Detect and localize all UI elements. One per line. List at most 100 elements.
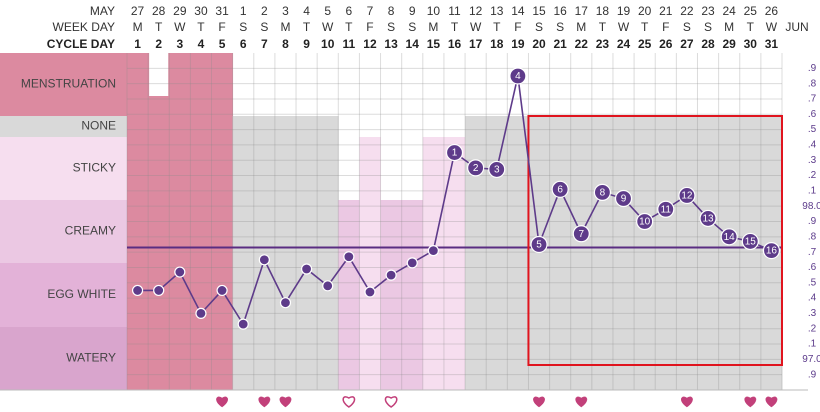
cycle-day-label: 26 bbox=[659, 37, 673, 51]
date-label: 15 bbox=[532, 4, 546, 18]
intercourse-heart bbox=[575, 396, 588, 408]
temperature-point bbox=[258, 254, 270, 266]
point-label: 2 bbox=[473, 163, 479, 174]
fluid-column bbox=[676, 116, 698, 390]
fluid-column bbox=[591, 116, 614, 390]
fluid-row-label: STICKY bbox=[73, 161, 116, 175]
point-label: 7 bbox=[578, 229, 584, 240]
cycle-day-row-label: CYCLE DAY bbox=[47, 37, 115, 51]
y-tick-label: 98.0 bbox=[802, 201, 820, 212]
fluid-row-box bbox=[0, 137, 127, 200]
weekday-label: S bbox=[535, 20, 543, 34]
fluid-column bbox=[253, 116, 276, 390]
weekday-label: M bbox=[280, 20, 290, 34]
cycle-day-label: 5 bbox=[219, 37, 226, 51]
cycle-day-label: 11 bbox=[343, 37, 356, 51]
point-label: 13 bbox=[702, 214, 714, 225]
cycle-day-label: 31 bbox=[765, 37, 779, 51]
fluid-column bbox=[232, 116, 255, 390]
date-label: 10 bbox=[427, 4, 441, 18]
temperature-point bbox=[237, 318, 249, 330]
weekday-label: S bbox=[683, 20, 691, 34]
fluid-row-box bbox=[0, 116, 127, 137]
weekday-label: F bbox=[218, 20, 225, 34]
cycle-day-label: 28 bbox=[701, 37, 715, 51]
point-label: 12 bbox=[681, 191, 693, 202]
fluid-column bbox=[380, 200, 402, 390]
fluid-column bbox=[697, 116, 719, 390]
intercourse-heart bbox=[342, 396, 356, 408]
fluid-row-box bbox=[0, 53, 127, 116]
y-tick-label: .7 bbox=[808, 94, 817, 105]
fluid-column bbox=[612, 116, 635, 390]
point-label: 1 bbox=[452, 148, 458, 159]
point-label: 16 bbox=[766, 246, 778, 257]
date-label: 25 bbox=[744, 4, 758, 18]
weekday-label: T bbox=[345, 20, 353, 34]
cycle-day-label: 6 bbox=[240, 37, 247, 51]
temperature-point bbox=[343, 251, 355, 263]
y-tick-label: .6 bbox=[808, 109, 817, 120]
date-label: 13 bbox=[490, 4, 504, 18]
fluid-row-label: NONE bbox=[81, 119, 116, 133]
intercourse-heart bbox=[744, 396, 757, 408]
date-label: 18 bbox=[596, 4, 610, 18]
y-tick-label: .5 bbox=[808, 124, 817, 135]
fluid-row-box bbox=[0, 200, 127, 263]
fluid-column bbox=[570, 116, 593, 390]
weekday-label: S bbox=[387, 20, 395, 34]
weekday-label: T bbox=[599, 20, 607, 34]
intercourse-heart bbox=[258, 396, 271, 408]
weekday-label: T bbox=[451, 20, 459, 34]
y-tick-label: .9 bbox=[808, 63, 817, 74]
temperature-point bbox=[445, 143, 464, 162]
temperature-point bbox=[530, 235, 548, 254]
date-label: 20 bbox=[638, 4, 652, 18]
temperature-point bbox=[551, 180, 569, 198]
y-tick-label: .8 bbox=[808, 78, 817, 89]
light-flow bbox=[149, 53, 169, 96]
cycle-day-label: 25 bbox=[638, 37, 652, 51]
cycle-day-label: 17 bbox=[469, 37, 483, 51]
point-label: 10 bbox=[639, 217, 651, 228]
date-label: 3 bbox=[282, 4, 289, 18]
y-tick-label: .4 bbox=[808, 293, 817, 304]
point-label: 8 bbox=[600, 188, 606, 199]
fluid-column bbox=[507, 116, 529, 390]
temperature-point bbox=[279, 297, 292, 309]
temperature-point bbox=[762, 242, 781, 260]
cycle-day-label: 4 bbox=[198, 37, 205, 51]
date-label: 7 bbox=[367, 4, 374, 18]
temperature-point bbox=[572, 225, 590, 243]
date-label: 6 bbox=[346, 4, 353, 18]
fluid-column bbox=[443, 137, 466, 390]
cycle-day-label: 14 bbox=[406, 37, 420, 51]
weekday-label: F bbox=[366, 20, 373, 34]
y-tick-label: .2 bbox=[808, 323, 817, 334]
weekday-label: T bbox=[641, 20, 649, 34]
cycle-day-label: 9 bbox=[303, 37, 310, 51]
weekday-label: F bbox=[662, 20, 669, 34]
fluid-row-box bbox=[0, 263, 127, 327]
fluid-column bbox=[169, 53, 191, 390]
y-tick-label: 97.0 bbox=[802, 354, 820, 365]
fluid-row-label: WATERY bbox=[66, 351, 116, 365]
cycle-day-label: 12 bbox=[363, 37, 377, 51]
weekday-label: S bbox=[408, 20, 416, 34]
fluid-column bbox=[317, 116, 339, 390]
y-tick-label: .6 bbox=[808, 262, 817, 273]
fluid-column bbox=[486, 116, 508, 390]
weekday-label: M bbox=[428, 20, 438, 34]
temperature-point bbox=[406, 257, 418, 269]
date-label: 9 bbox=[409, 4, 416, 18]
fluid-column bbox=[211, 53, 233, 390]
cycle-day-label: 2 bbox=[155, 37, 162, 51]
month-row-label: MAY bbox=[90, 4, 115, 18]
cycle-day-label: 3 bbox=[176, 37, 183, 51]
cycle-day-label: 13 bbox=[384, 37, 398, 51]
weekday-label: S bbox=[556, 20, 564, 34]
date-label: 19 bbox=[617, 4, 631, 18]
y-tick-label: .9 bbox=[808, 216, 817, 227]
temperature-point bbox=[153, 284, 165, 297]
